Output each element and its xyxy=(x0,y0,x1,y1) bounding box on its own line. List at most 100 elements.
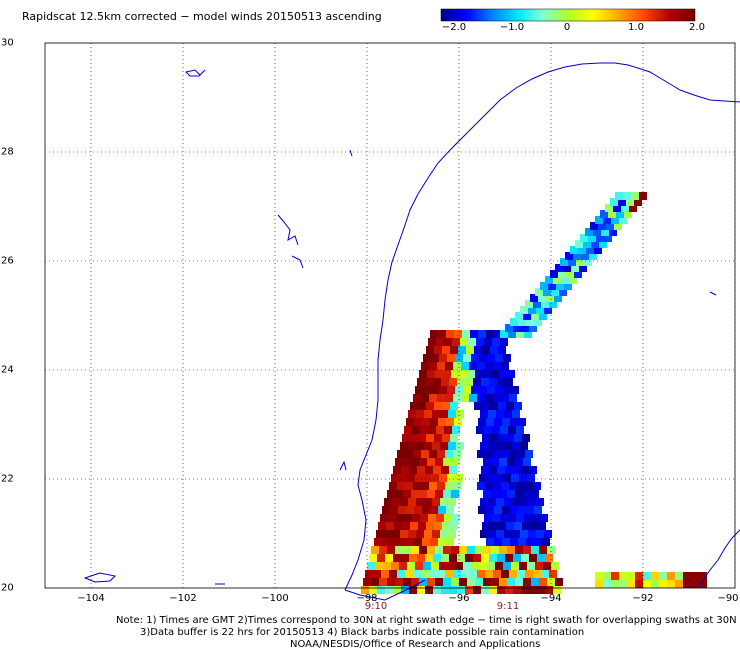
wind-difference-pixel xyxy=(529,586,537,594)
wind-difference-pixel xyxy=(544,530,552,538)
wind-difference-pixel xyxy=(476,426,484,434)
wind-difference-pixel xyxy=(430,418,438,426)
wind-difference-pixel xyxy=(533,300,541,308)
wind-difference-pixel xyxy=(505,324,513,332)
mexico-east-coast xyxy=(344,579,426,601)
wind-difference-pixel xyxy=(415,386,423,394)
wind-difference-pixel xyxy=(517,482,525,490)
y-tick-label: 28 xyxy=(1,146,14,158)
wind-difference-pixel xyxy=(422,538,430,546)
colorbar-tick-label: 2.0 xyxy=(689,22,705,33)
wind-difference-pixel xyxy=(416,442,424,450)
wind-difference-pixel xyxy=(419,546,427,554)
wind-difference-pixel xyxy=(691,580,699,588)
wind-difference-pixel xyxy=(430,538,438,546)
wind-difference-pixel xyxy=(493,362,501,370)
wind-difference-pixel xyxy=(485,570,493,578)
wind-difference-pixel xyxy=(529,554,537,562)
wind-difference-pixel xyxy=(456,442,464,450)
wind-difference-pixel xyxy=(513,586,521,594)
wind-difference-pixel xyxy=(482,522,490,530)
wind-difference-pixel xyxy=(517,450,525,458)
wind-difference-pixel xyxy=(561,276,569,284)
wind-difference-pixel xyxy=(416,410,424,418)
wind-difference-pixel xyxy=(521,324,529,332)
wind-difference-pixel xyxy=(497,586,505,594)
x-tick-label: −104 xyxy=(77,593,105,604)
colorbar-tick-label: 0 xyxy=(563,22,571,33)
wind-difference-pixel xyxy=(384,498,392,506)
wind-difference-pixel xyxy=(445,450,453,458)
wind-difference-pixel xyxy=(500,426,508,434)
wind-difference-pixel xyxy=(483,546,491,554)
y-tick-label: 22 xyxy=(1,473,14,485)
plot-frame xyxy=(44,42,736,589)
wind-difference-pixel xyxy=(439,474,447,482)
wind-difference-pixel xyxy=(515,312,523,320)
wind-difference-pixel xyxy=(512,530,520,538)
wind-difference-pixel xyxy=(375,562,383,570)
wind-difference-pixel xyxy=(412,514,420,522)
wind-difference-pixel xyxy=(400,442,408,450)
wind-difference-pixel xyxy=(406,538,414,546)
wind-difference-pixel xyxy=(635,572,643,580)
wind-difference-pixel xyxy=(453,362,461,370)
wind-difference-pixel xyxy=(481,586,489,594)
wind-difference-pixel xyxy=(487,474,495,482)
wind-difference-pixel xyxy=(525,570,533,578)
wind-difference-pixel xyxy=(483,490,491,498)
wind-difference-pixel xyxy=(535,288,543,296)
wind-difference-pixel xyxy=(498,402,506,410)
wind-difference-pixel xyxy=(580,234,588,242)
wind-difference-pixel xyxy=(509,570,517,578)
wind-difference-pixel xyxy=(427,458,435,466)
wind-difference-pixel xyxy=(463,354,471,362)
wind-difference-pixel xyxy=(460,338,468,346)
wind-difference-pixel xyxy=(501,394,509,402)
wind-difference-pixel xyxy=(604,234,612,242)
wind-difference-pixel xyxy=(530,522,538,530)
wind-difference-pixel xyxy=(485,394,493,402)
wind-difference-pixel xyxy=(397,450,405,458)
wind-difference-pixel xyxy=(571,264,579,272)
wind-difference-pixel xyxy=(427,490,435,498)
wind-difference-pixel xyxy=(404,426,412,434)
wind-difference-pixel xyxy=(475,578,483,586)
wind-difference-pixel xyxy=(453,570,461,578)
wind-difference-pixel xyxy=(421,362,429,370)
wind-difference-pixel xyxy=(495,354,503,362)
wind-difference-pixel xyxy=(549,300,557,308)
wind-difference-pixel xyxy=(417,554,425,562)
wind-difference-pixel xyxy=(450,402,458,410)
wind-difference-pixel xyxy=(384,530,392,538)
wind-difference-pixel xyxy=(441,586,449,594)
wind-difference-pixel xyxy=(545,554,553,562)
wind-difference-pixel xyxy=(431,474,439,482)
wind-difference-pixel xyxy=(527,474,535,482)
wind-difference-pixel xyxy=(501,450,509,458)
wind-difference-pixel xyxy=(559,288,567,296)
wind-difference-pixel xyxy=(541,570,549,578)
wind-difference-pixel xyxy=(540,514,548,522)
wind-difference-pixel xyxy=(395,546,403,554)
wind-difference-pixel xyxy=(399,474,407,482)
wind-difference-pixel xyxy=(493,482,501,490)
wind-difference-pixel xyxy=(417,586,425,594)
wind-difference-pixel xyxy=(585,228,593,236)
wind-difference-pixel xyxy=(667,580,675,588)
wind-difference-pixel xyxy=(486,506,494,514)
wind-difference-pixel xyxy=(529,466,537,474)
wind-difference-pixel xyxy=(496,498,504,506)
wind-difference-pixel xyxy=(528,306,536,314)
wind-difference-pixel xyxy=(448,442,456,450)
wind-difference-pixel xyxy=(455,562,463,570)
wind-difference-pixel xyxy=(410,402,418,410)
wind-difference-pixel xyxy=(560,258,568,266)
wind-difference-pixel xyxy=(563,264,571,272)
wind-difference-pixel xyxy=(409,554,417,562)
wind-difference-pixel xyxy=(531,546,539,554)
coastline xyxy=(83,62,740,601)
wind-difference-pixel xyxy=(440,442,448,450)
wind-difference-pixel xyxy=(437,482,445,490)
wind-difference-pixel xyxy=(403,578,411,586)
